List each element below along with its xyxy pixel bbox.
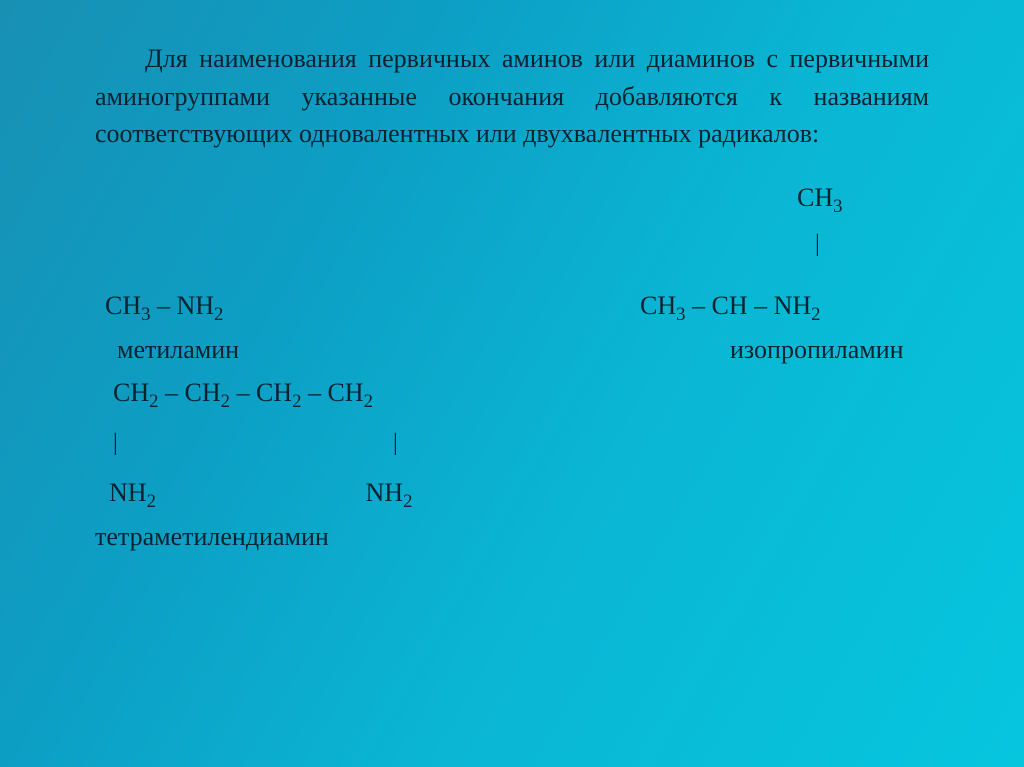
vertical-bond: | xyxy=(515,225,929,263)
label-isopropylamine: изопропиламин xyxy=(515,329,929,371)
slide-root: Для наименования первичных аминов или ди… xyxy=(0,0,1024,767)
nh2-row: NН2 NН2 xyxy=(95,472,929,514)
formula-isopropylamine: СН3 – СН – NН2 xyxy=(515,285,929,327)
vertical-bonds-row: | | xyxy=(95,424,929,462)
label-methylamine: метиламин xyxy=(95,329,515,371)
chemistry-block: СН3 | СН3 – NН2 СН3 – СН – NН2 xyxy=(95,177,929,557)
intro-paragraph: Для наименования первичных аминов или ди… xyxy=(95,40,929,153)
formula-tetramethylene-chain: СН2 – СН2 – СН2 – СН2 xyxy=(95,372,929,414)
formula-methylamine: СН3 – NН2 xyxy=(95,285,515,327)
ch3-top: СН3 xyxy=(515,177,929,219)
label-tetramethylenediamine: тетраметилендиамин xyxy=(95,516,929,558)
